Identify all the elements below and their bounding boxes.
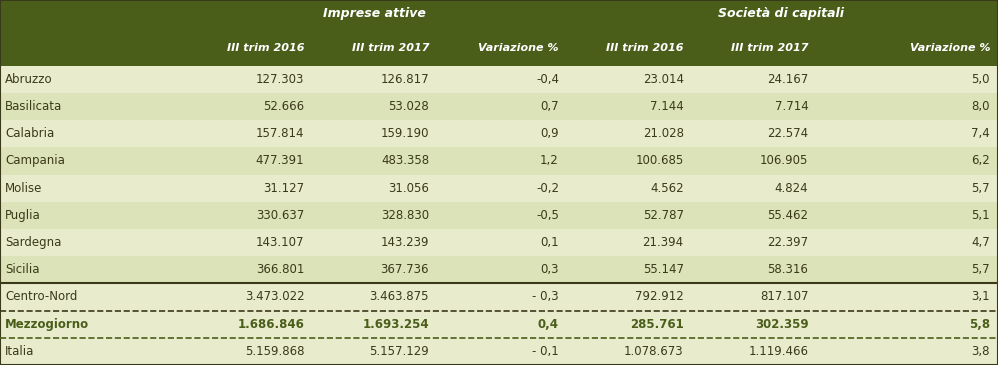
- Bar: [0, 0, 998, 31]
- Text: 817.107: 817.107: [759, 291, 808, 303]
- Bar: [0, 31, 998, 66]
- Bar: [0, 147, 998, 174]
- Text: 477.391: 477.391: [255, 154, 304, 168]
- Text: 5.157.129: 5.157.129: [369, 345, 429, 358]
- Text: 52.787: 52.787: [643, 209, 684, 222]
- Text: Calabria: Calabria: [5, 127, 54, 140]
- Text: Mezzogiorno: Mezzogiorno: [5, 318, 89, 331]
- Bar: [0, 66, 998, 93]
- Text: 3,1: 3,1: [971, 291, 990, 303]
- Bar: [0, 174, 998, 202]
- Text: 100.685: 100.685: [636, 154, 684, 168]
- Text: - 0,3: - 0,3: [532, 291, 559, 303]
- Text: 4,7: 4,7: [971, 236, 990, 249]
- Text: 285.761: 285.761: [630, 318, 684, 331]
- Text: 0,3: 0,3: [540, 263, 559, 276]
- Text: 126.817: 126.817: [380, 73, 429, 86]
- Text: 3,8: 3,8: [971, 345, 990, 358]
- Text: Variazione %: Variazione %: [478, 43, 559, 53]
- Text: 1.686.846: 1.686.846: [238, 318, 304, 331]
- Text: 1.693.254: 1.693.254: [362, 318, 429, 331]
- Text: 328.830: 328.830: [381, 209, 429, 222]
- Text: 302.359: 302.359: [754, 318, 808, 331]
- Text: 127.303: 127.303: [256, 73, 304, 86]
- Bar: [0, 256, 998, 283]
- Text: 5.159.868: 5.159.868: [245, 345, 304, 358]
- Text: III trim 2016: III trim 2016: [227, 43, 304, 53]
- Text: 23.014: 23.014: [643, 73, 684, 86]
- Text: III trim 2017: III trim 2017: [351, 43, 429, 53]
- Text: Basilicata: Basilicata: [5, 100, 62, 113]
- Text: 159.190: 159.190: [380, 127, 429, 140]
- Text: -0,2: -0,2: [536, 182, 559, 195]
- Text: 22.397: 22.397: [767, 236, 808, 249]
- Text: 21.028: 21.028: [643, 127, 684, 140]
- Text: 483.358: 483.358: [381, 154, 429, 168]
- Text: -0,4: -0,4: [536, 73, 559, 86]
- Text: 31.127: 31.127: [263, 182, 304, 195]
- Text: Puglia: Puglia: [5, 209, 41, 222]
- Bar: [0, 229, 998, 256]
- Text: III trim 2017: III trim 2017: [731, 43, 808, 53]
- Text: 6,2: 6,2: [971, 154, 990, 168]
- Text: Imprese attive: Imprese attive: [322, 7, 426, 20]
- Text: 106.905: 106.905: [760, 154, 808, 168]
- Text: 1.119.466: 1.119.466: [748, 345, 808, 358]
- Text: 1.078.673: 1.078.673: [624, 345, 684, 358]
- Text: 1,2: 1,2: [540, 154, 559, 168]
- Text: 5,7: 5,7: [971, 182, 990, 195]
- Text: 5,8: 5,8: [969, 318, 990, 331]
- Text: Italia: Italia: [5, 345, 34, 358]
- Bar: [0, 283, 998, 311]
- Text: 0,4: 0,4: [538, 318, 559, 331]
- Text: Molise: Molise: [5, 182, 42, 195]
- Text: 5,0: 5,0: [971, 73, 990, 86]
- Bar: [0, 120, 998, 147]
- Text: 58.316: 58.316: [767, 263, 808, 276]
- Text: 0,1: 0,1: [540, 236, 559, 249]
- Text: - 0,1: - 0,1: [532, 345, 559, 358]
- Text: 157.814: 157.814: [255, 127, 304, 140]
- Text: 21.394: 21.394: [643, 236, 684, 249]
- Text: III trim 2016: III trim 2016: [606, 43, 684, 53]
- Text: Variazione %: Variazione %: [909, 43, 990, 53]
- Text: 5,7: 5,7: [971, 263, 990, 276]
- Text: 8,0: 8,0: [971, 100, 990, 113]
- Text: -0,5: -0,5: [536, 209, 559, 222]
- Bar: [0, 93, 998, 120]
- Text: 0,9: 0,9: [540, 127, 559, 140]
- Text: 7.144: 7.144: [650, 100, 684, 113]
- Text: 367.736: 367.736: [380, 263, 429, 276]
- Text: 7,4: 7,4: [971, 127, 990, 140]
- Text: Sardegna: Sardegna: [5, 236, 61, 249]
- Text: 330.637: 330.637: [256, 209, 304, 222]
- Bar: [0, 311, 998, 338]
- Text: 31.056: 31.056: [388, 182, 429, 195]
- Text: 5,1: 5,1: [971, 209, 990, 222]
- Text: 792.912: 792.912: [635, 291, 684, 303]
- Text: 143.239: 143.239: [380, 236, 429, 249]
- Text: Sicilia: Sicilia: [5, 263, 40, 276]
- Text: Campania: Campania: [5, 154, 65, 168]
- Bar: [0, 338, 998, 365]
- Text: Abruzzo: Abruzzo: [5, 73, 53, 86]
- Text: 366.801: 366.801: [256, 263, 304, 276]
- Text: 55.462: 55.462: [767, 209, 808, 222]
- Text: 53.028: 53.028: [388, 100, 429, 113]
- Text: 22.574: 22.574: [767, 127, 808, 140]
- Text: 3.473.022: 3.473.022: [245, 291, 304, 303]
- Bar: [0, 202, 998, 229]
- Text: 24.167: 24.167: [767, 73, 808, 86]
- Text: 52.666: 52.666: [263, 100, 304, 113]
- Text: 7.714: 7.714: [774, 100, 808, 113]
- Text: 4.824: 4.824: [774, 182, 808, 195]
- Text: Società di capitali: Società di capitali: [718, 7, 844, 20]
- Text: 143.107: 143.107: [255, 236, 304, 249]
- Text: 0,7: 0,7: [540, 100, 559, 113]
- Text: 55.147: 55.147: [643, 263, 684, 276]
- Text: 3.463.875: 3.463.875: [369, 291, 429, 303]
- Text: 4.562: 4.562: [650, 182, 684, 195]
- Text: Centro-Nord: Centro-Nord: [5, 291, 78, 303]
